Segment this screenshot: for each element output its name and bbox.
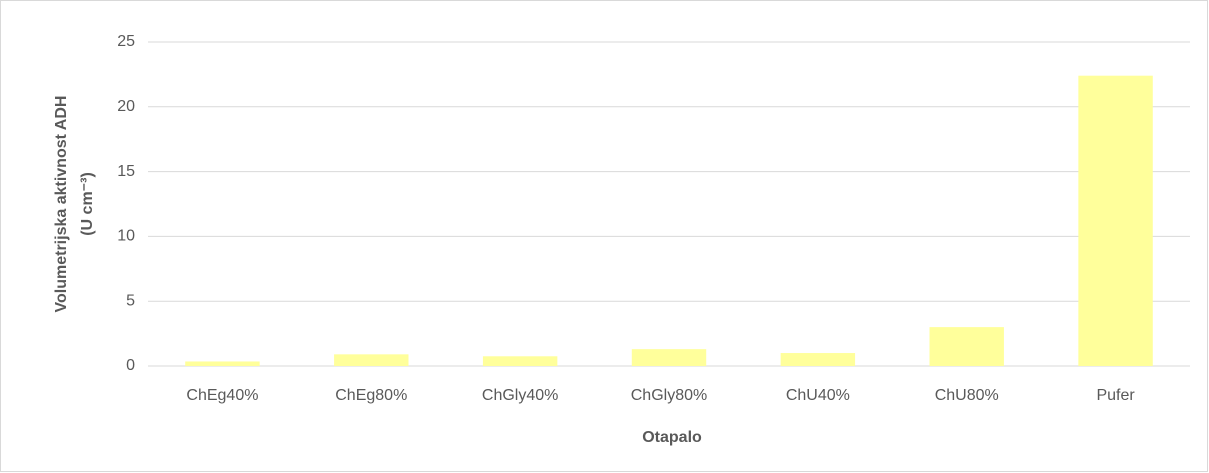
y-axis-label: Volumetrijska aktivnost ADH — [53, 96, 70, 313]
y-axis-label: (U cm⁻³) — [79, 172, 96, 236]
x-tick-label: ChU40% — [786, 387, 850, 404]
y-tick-label: 10 — [117, 228, 135, 245]
bar — [482, 356, 558, 366]
y-tick-label: 0 — [126, 357, 135, 374]
y-tick-label: 15 — [117, 163, 135, 180]
y-tick-label: 5 — [126, 292, 135, 309]
x-tick-label: ChU80% — [935, 387, 999, 404]
bar — [185, 361, 260, 366]
x-axis-label: Otapalo — [642, 429, 702, 446]
bar — [334, 354, 409, 366]
y-tick-label: 25 — [117, 33, 135, 50]
x-tick-label: Pufer — [1096, 387, 1135, 404]
bar — [780, 353, 856, 366]
y-tick-label: 20 — [117, 98, 135, 115]
x-tick-label: ChGly80% — [631, 387, 707, 404]
x-tick-label: ChGly40% — [482, 387, 558, 404]
bar — [1078, 75, 1153, 367]
x-tick-label: ChEg40% — [186, 387, 258, 404]
x-tick-label: ChEg80% — [335, 387, 407, 404]
bar — [631, 349, 707, 366]
bar — [929, 327, 1004, 366]
